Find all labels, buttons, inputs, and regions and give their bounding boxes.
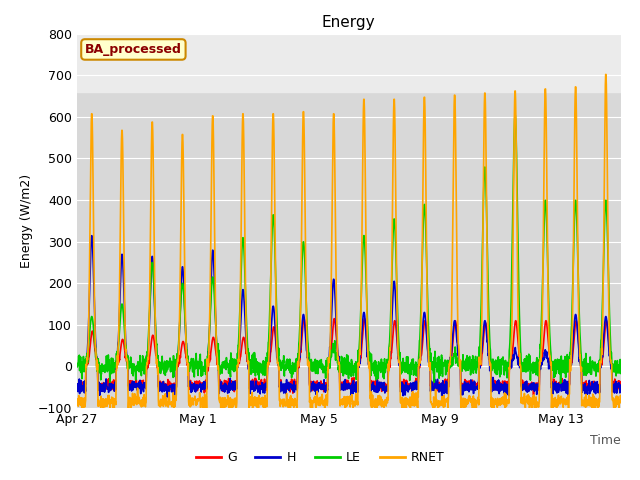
LE — [105, 366, 113, 372]
H — [73, 381, 81, 387]
G — [105, 382, 113, 388]
LE — [315, 360, 323, 366]
G — [316, 383, 323, 389]
Text: BA_processed: BA_processed — [85, 43, 182, 56]
LE — [617, 365, 625, 371]
LE — [307, 366, 314, 372]
H — [543, 355, 550, 361]
LE — [557, 380, 564, 386]
Text: Time: Time — [590, 434, 621, 447]
G — [617, 381, 625, 387]
Bar — [77, 34, 621, 92]
H — [363, 340, 371, 346]
RNET — [105, 393, 113, 398]
Line: LE: LE — [77, 115, 621, 383]
G — [423, 331, 431, 337]
LE — [73, 361, 81, 367]
G — [73, 387, 81, 393]
Line: H: H — [77, 236, 621, 399]
H — [316, 380, 323, 385]
H — [438, 396, 445, 402]
Line: RNET: RNET — [77, 74, 621, 413]
RNET — [542, 115, 550, 120]
Legend: G, H, LE, RNET: G, H, LE, RNET — [191, 446, 449, 469]
RNET — [228, 410, 236, 416]
G — [543, 319, 550, 325]
G — [363, 334, 371, 340]
LE — [362, 283, 370, 289]
H — [88, 233, 95, 239]
Line: G: G — [77, 319, 621, 396]
LE — [542, 206, 550, 212]
H — [423, 335, 431, 341]
H — [307, 389, 314, 395]
RNET — [363, 292, 371, 298]
Y-axis label: Energy (W/m2): Energy (W/m2) — [20, 174, 33, 268]
RNET — [73, 397, 81, 403]
H — [617, 383, 625, 388]
RNET — [602, 72, 609, 77]
RNET — [307, 405, 314, 410]
H — [106, 384, 113, 390]
LE — [422, 251, 430, 257]
RNET — [423, 267, 431, 273]
LE — [511, 112, 519, 118]
G — [300, 316, 308, 322]
G — [530, 393, 538, 398]
G — [307, 385, 314, 391]
RNET — [316, 396, 323, 402]
RNET — [617, 400, 625, 406]
Title: Energy: Energy — [322, 15, 376, 30]
